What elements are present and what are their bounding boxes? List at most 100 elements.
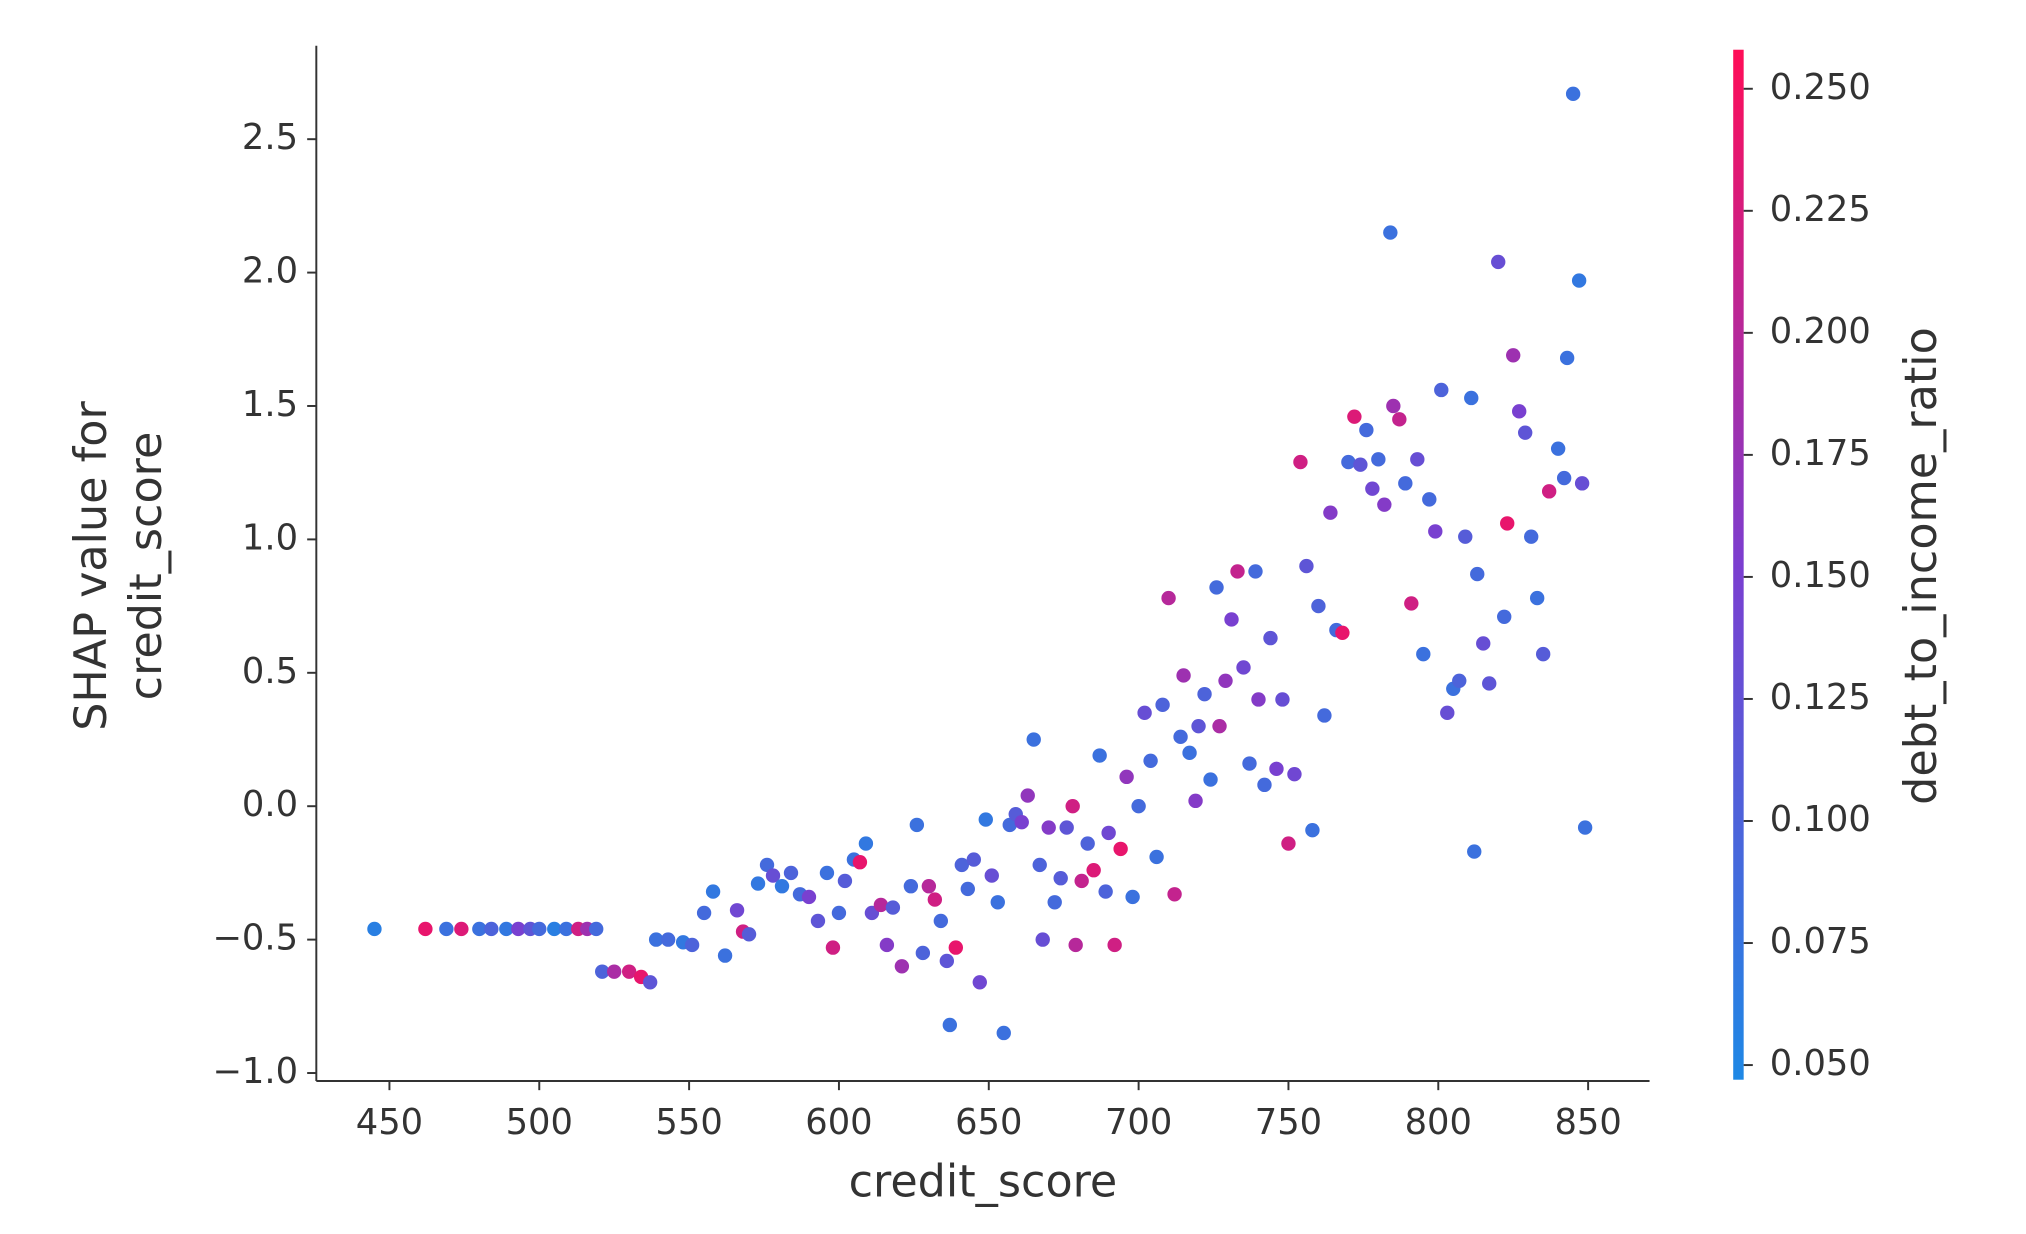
point bbox=[696, 905, 712, 921]
point bbox=[1275, 692, 1290, 707]
point bbox=[684, 937, 700, 953]
point bbox=[648, 932, 664, 947]
point bbox=[1155, 697, 1170, 713]
y-tick-label: −1.0 bbox=[212, 1051, 298, 1092]
point bbox=[1053, 871, 1068, 886]
point bbox=[729, 903, 745, 918]
point bbox=[1119, 769, 1134, 785]
point bbox=[852, 855, 868, 870]
point bbox=[1541, 484, 1557, 499]
point bbox=[1565, 86, 1581, 102]
colorbar-tick-label: 0.125 bbox=[1770, 677, 1871, 718]
point bbox=[1281, 836, 1296, 851]
point bbox=[1176, 668, 1191, 683]
point bbox=[978, 812, 993, 827]
point bbox=[1035, 932, 1050, 947]
point bbox=[1287, 766, 1302, 782]
point bbox=[1341, 454, 1356, 470]
point bbox=[1529, 590, 1545, 606]
point bbox=[1125, 889, 1140, 905]
point bbox=[1191, 718, 1206, 734]
x-tick-label: 700 bbox=[1105, 1102, 1172, 1143]
point bbox=[1386, 398, 1401, 414]
point bbox=[1113, 841, 1128, 857]
point bbox=[1323, 505, 1338, 520]
point bbox=[858, 836, 874, 851]
point bbox=[418, 921, 433, 937]
point bbox=[1482, 676, 1497, 691]
point bbox=[960, 881, 975, 897]
point bbox=[831, 905, 847, 921]
point bbox=[915, 945, 931, 961]
colorbar-tick-label: 0.075 bbox=[1770, 921, 1871, 962]
point bbox=[1512, 404, 1527, 419]
point bbox=[1197, 686, 1212, 702]
point bbox=[1248, 564, 1263, 579]
colorbar-tick-label: 0.050 bbox=[1770, 1043, 1871, 1084]
point bbox=[819, 865, 835, 881]
point bbox=[1218, 673, 1233, 688]
colorbar-label: debt_to_income_ratio bbox=[1896, 327, 1947, 805]
point bbox=[1347, 409, 1362, 424]
colorbar-tick-label: 0.100 bbox=[1770, 799, 1871, 840]
point bbox=[1014, 815, 1029, 830]
y-tick-label: 2.0 bbox=[242, 251, 298, 292]
point bbox=[1571, 273, 1587, 288]
point bbox=[783, 865, 799, 881]
point bbox=[1047, 895, 1062, 910]
point bbox=[801, 889, 817, 905]
point bbox=[774, 879, 790, 894]
point bbox=[1026, 732, 1041, 747]
point bbox=[1080, 836, 1095, 851]
point bbox=[954, 857, 969, 873]
point bbox=[984, 868, 999, 883]
x-tick-label: 600 bbox=[805, 1102, 872, 1143]
colorbar-tick-label: 0.200 bbox=[1770, 311, 1871, 352]
point bbox=[1359, 422, 1374, 438]
point bbox=[499, 921, 514, 937]
point bbox=[439, 921, 454, 937]
point bbox=[750, 876, 766, 891]
point bbox=[1137, 705, 1152, 721]
point bbox=[1230, 564, 1245, 579]
point bbox=[1173, 729, 1188, 745]
point bbox=[472, 921, 487, 937]
y-axis-label: credit_score bbox=[121, 432, 172, 701]
y-axis-label: SHAP value for bbox=[66, 401, 117, 731]
point bbox=[1317, 708, 1332, 723]
x-axis-label: credit_score bbox=[849, 1156, 1118, 1207]
point bbox=[885, 900, 901, 915]
point bbox=[454, 921, 469, 937]
point bbox=[1464, 390, 1479, 406]
point bbox=[547, 921, 562, 937]
point bbox=[990, 895, 1005, 910]
point bbox=[1107, 937, 1122, 953]
point bbox=[1305, 823, 1320, 838]
point bbox=[1467, 844, 1482, 859]
point bbox=[927, 892, 943, 907]
point bbox=[559, 921, 574, 937]
point bbox=[642, 975, 658, 990]
point bbox=[939, 953, 955, 969]
point bbox=[1209, 580, 1224, 595]
point bbox=[1476, 636, 1491, 651]
point bbox=[1410, 452, 1425, 467]
x-tick-label: 850 bbox=[1554, 1102, 1621, 1143]
point bbox=[1251, 692, 1266, 707]
point bbox=[1535, 646, 1551, 662]
point bbox=[1556, 470, 1572, 486]
point bbox=[921, 879, 937, 894]
point bbox=[873, 897, 889, 913]
point bbox=[1236, 660, 1251, 675]
point bbox=[532, 921, 547, 937]
point bbox=[1242, 756, 1257, 771]
point bbox=[1143, 753, 1158, 769]
point bbox=[1497, 609, 1512, 624]
point bbox=[1020, 788, 1035, 803]
point bbox=[1059, 820, 1074, 835]
point bbox=[1032, 857, 1047, 873]
point bbox=[933, 913, 949, 929]
point bbox=[1068, 937, 1083, 953]
point bbox=[879, 937, 895, 953]
